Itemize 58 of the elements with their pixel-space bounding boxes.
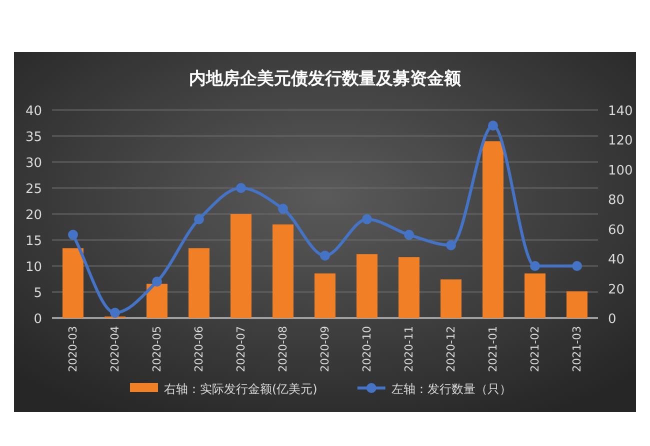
y2-tick-label: 140 [608, 104, 633, 119]
bar [482, 141, 504, 318]
bar [566, 291, 588, 318]
point [404, 230, 414, 240]
point [362, 214, 372, 224]
y2-tick-label: 40 [608, 252, 625, 268]
point [110, 308, 120, 318]
x-tick-label: 2021-03 [570, 326, 584, 372]
bar [314, 273, 336, 318]
point [446, 240, 456, 250]
y2-tick-label: 80 [608, 193, 625, 208]
point [236, 183, 246, 193]
bar [272, 224, 294, 318]
y2-tick-label: 100 [608, 163, 633, 178]
point [152, 276, 162, 287]
y-tick-label: 35 [25, 130, 42, 145]
x-tick-label: 2020-05 [150, 326, 164, 372]
bar [524, 273, 546, 318]
legend-label: 右轴：实际发行金额(亿美元) [164, 382, 318, 396]
bar [356, 254, 378, 318]
y-tick-label: 20 [25, 208, 42, 223]
x-tick-label: 2020-08 [276, 326, 290, 372]
legend-label: 左轴：发行数量（只） [391, 382, 512, 396]
x-tick-label: 2020-09 [318, 326, 332, 372]
bar [146, 284, 168, 318]
y-tick-label: 10 [25, 260, 42, 275]
bar [398, 257, 420, 318]
y2-tick-label: 0 [608, 312, 616, 327]
x-tick-label: 2020-07 [234, 326, 248, 372]
x-tick-label: 2021-01 [486, 326, 500, 372]
x-tick-label: 2020-10 [360, 326, 374, 372]
point [194, 214, 204, 224]
y-tick-label: 15 [25, 234, 42, 249]
y2-tick-label: 20 [608, 282, 625, 298]
bar [440, 279, 462, 318]
chart-title: 内地房企美元债发行数量及募资金额 [189, 69, 462, 89]
y-tick-label: 0 [34, 312, 42, 327]
x-tick-label: 2020-06 [192, 326, 206, 372]
point [488, 120, 498, 131]
y2-tick-label: 120 [608, 134, 633, 149]
x-tick-label: 2020-03 [66, 326, 80, 372]
y2-tick-label: 60 [608, 222, 625, 238]
point [68, 230, 78, 240]
y-tick-label: 25 [25, 182, 42, 197]
point [530, 261, 540, 271]
y-tick-label: 30 [25, 156, 42, 171]
x-tick-label: 2021-02 [528, 326, 542, 372]
x-tick-label: 2020-04 [108, 326, 122, 372]
y-tick-label: 5 [34, 286, 42, 301]
y-tick-label: 40 [25, 104, 42, 119]
x-tick-label: 2020-11 [402, 326, 416, 372]
point [278, 204, 288, 214]
bar [188, 248, 210, 318]
x-tick-label: 2020-12 [444, 326, 458, 372]
point [320, 250, 330, 261]
bar [62, 248, 84, 318]
bar [230, 214, 252, 318]
point [572, 261, 582, 271]
